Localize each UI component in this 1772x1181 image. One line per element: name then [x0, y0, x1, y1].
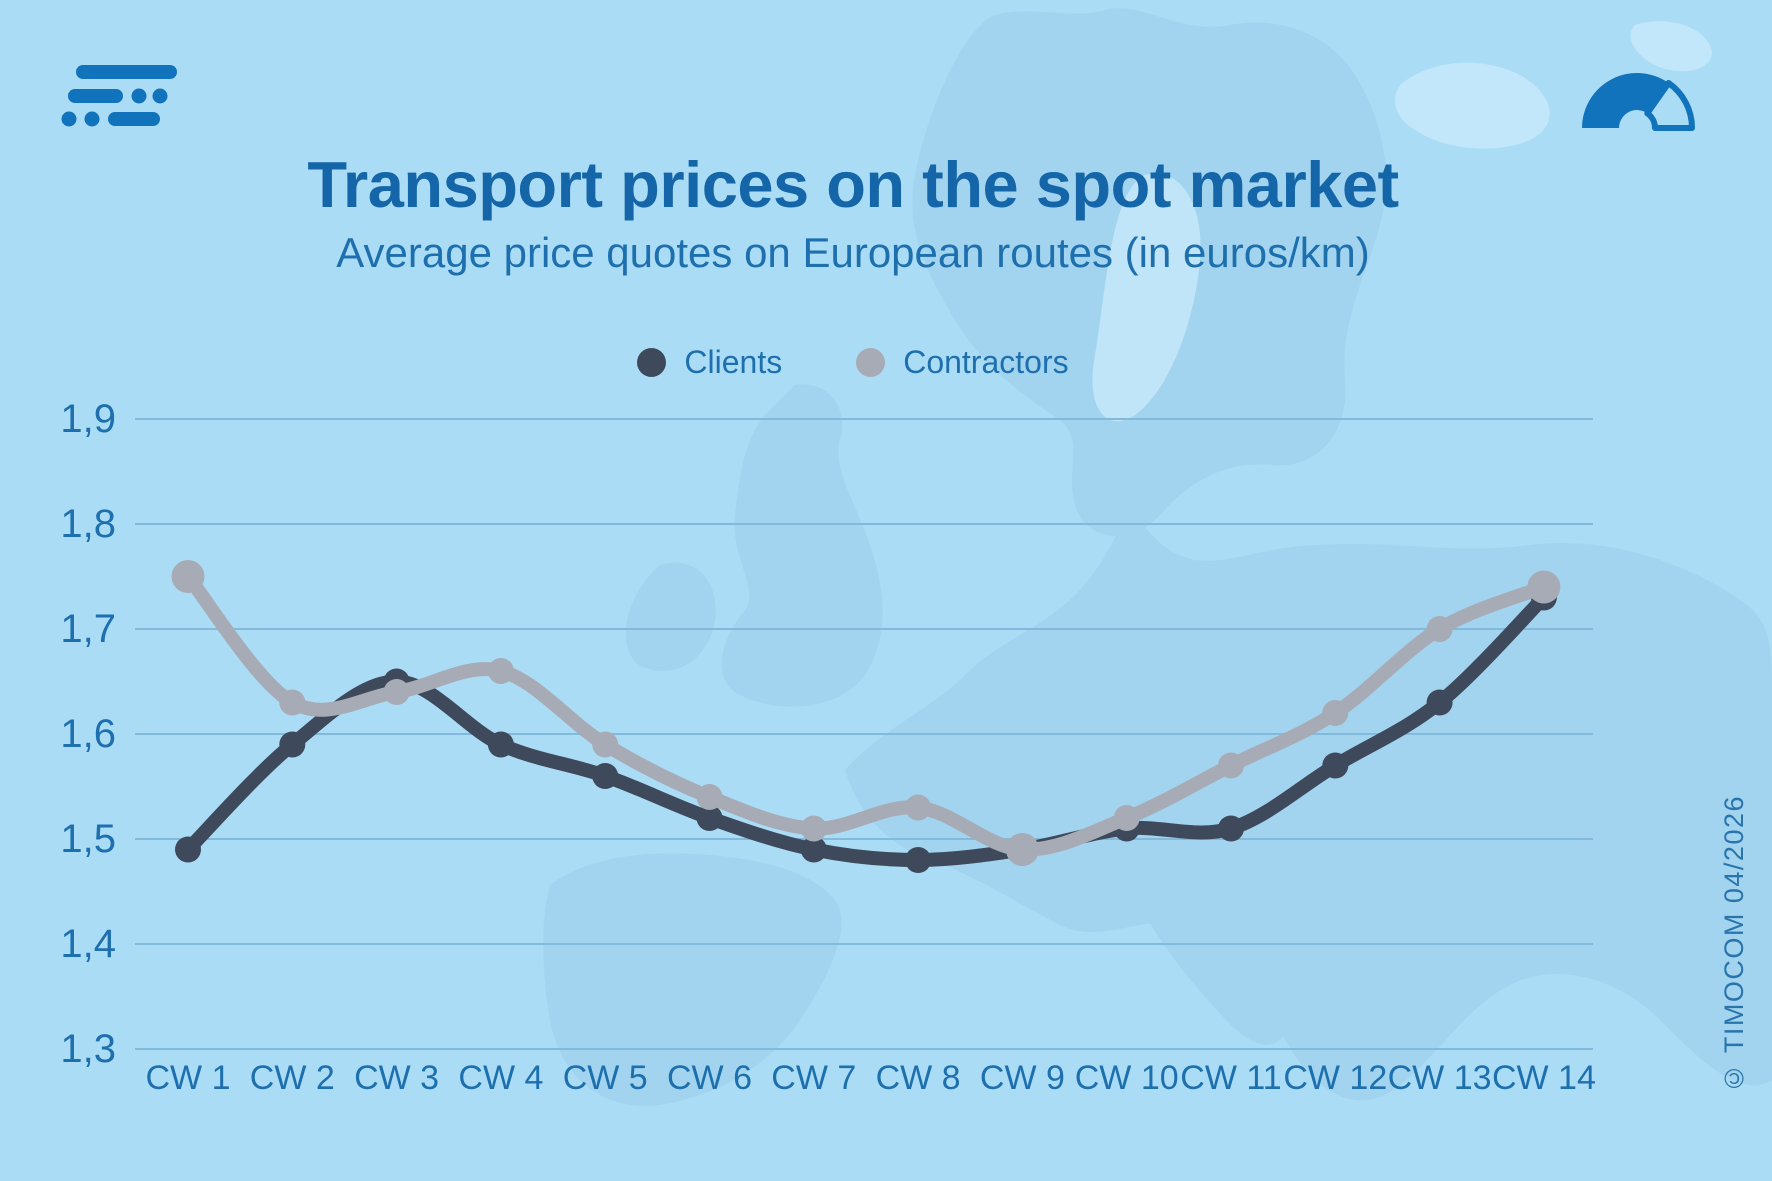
logo-dot	[61, 111, 77, 127]
x-axis-tick-label: CW 8	[876, 1059, 961, 1097]
y-axis-tick-label: 1,7	[60, 607, 116, 651]
logo-dot	[152, 88, 168, 104]
chart-header: Transport prices on the spot market Aver…	[0, 148, 1706, 277]
y-axis-tick-label: 1,4	[60, 922, 116, 966]
legend-item-clients: Clients	[637, 340, 782, 384]
contractors-series	[171, 560, 1561, 866]
clients-point-CW-5	[592, 763, 619, 789]
contractors-point-CW-3	[383, 679, 410, 705]
x-axis-tick-label: CW 1	[146, 1059, 231, 1097]
x-axis-tick-label: CW 11	[1180, 1059, 1281, 1097]
gauge-outline-sector	[1644, 80, 1695, 131]
logo-bar	[68, 89, 123, 103]
gauge-filled-sector	[1582, 73, 1669, 128]
clients-point-CW-8	[905, 847, 932, 873]
contractors-point-CW-10	[1113, 805, 1140, 831]
logo-dot	[131, 88, 147, 104]
clients-point-CW-4	[487, 731, 514, 758]
x-axis-tick-label: CW 7	[771, 1059, 856, 1097]
y-axis-tick-label: 1,6	[60, 712, 116, 756]
contractors-point-CW-13	[1426, 616, 1453, 642]
clients-point-CW-11	[1218, 815, 1244, 842]
contractors-point-CW-4	[487, 658, 514, 684]
logo-dot	[84, 111, 100, 127]
legend-item-contractors: Contractors	[856, 340, 1069, 384]
logo-bar	[108, 112, 160, 126]
x-axis-tick-label: CW 5	[563, 1059, 648, 1097]
x-axis-tick-label: CW 2	[250, 1059, 335, 1097]
x-axis-tick-label: CW 12	[1283, 1059, 1387, 1097]
contractors-point-CW-8	[905, 794, 932, 821]
clients-series	[175, 584, 1557, 873]
contractors-point-CW-11	[1218, 752, 1244, 779]
contractors-point-CW-14	[1527, 570, 1561, 604]
contractors-legend-dot-icon	[856, 347, 886, 377]
contractors-point-CW-12	[1322, 700, 1349, 726]
legend-label-contractors: Contractors	[903, 343, 1069, 380]
contractors-point-CW-7	[800, 815, 827, 842]
clients-point-CW-6	[696, 805, 723, 831]
y-axis-tick-label: 1,8	[60, 502, 116, 546]
clients-point-CW-7	[800, 836, 827, 863]
x-axis-tick-label: CW 3	[354, 1059, 439, 1097]
y-axis-tick-label: 1,9	[60, 397, 116, 441]
logo-bar	[76, 65, 177, 79]
map-landmass	[543, 8, 1772, 1106]
chart-legend: Clients Contractors	[0, 340, 1706, 384]
clients-point-CW-13	[1426, 689, 1453, 716]
contractors-point-CW-2	[279, 689, 306, 716]
contractors-point-CW-9	[1005, 833, 1039, 866]
y-axis-tick-label: 1,5	[60, 817, 116, 861]
clients-point-CW-12	[1322, 752, 1349, 779]
x-axis-tick-label: CW 4	[458, 1059, 543, 1097]
clients-point-CW-1	[175, 836, 201, 863]
x-axis-tick-label: CW 10	[1075, 1059, 1179, 1097]
timocom-logo	[61, 65, 177, 127]
contractors-point-CW-6	[696, 784, 723, 810]
x-axis-tick-label: CW 9	[980, 1059, 1065, 1097]
chart-title: Transport prices on the spot market	[307, 148, 1399, 221]
y-axis-tick-label: 1,3	[60, 1027, 116, 1071]
x-axis-tick-label: CW 13	[1388, 1059, 1492, 1097]
copyright-notice: © TIMOCOM 04/2026	[1719, 794, 1749, 1093]
x-axis-tick-label: CW 14	[1492, 1059, 1596, 1097]
chart-subtitle: Average price quotes on European routes …	[336, 229, 1370, 277]
speedometer-gauge-icon	[1582, 73, 1695, 131]
x-axis-tick-label: CW 6	[667, 1059, 752, 1097]
contractors-point-CW-5	[592, 731, 619, 758]
clients-legend-dot-icon	[637, 347, 667, 377]
contractors-point-CW-1	[171, 560, 205, 593]
legend-label-clients: Clients	[684, 343, 783, 380]
clients-point-CW-2	[279, 731, 306, 758]
map-light-patches	[1092, 21, 1712, 422]
